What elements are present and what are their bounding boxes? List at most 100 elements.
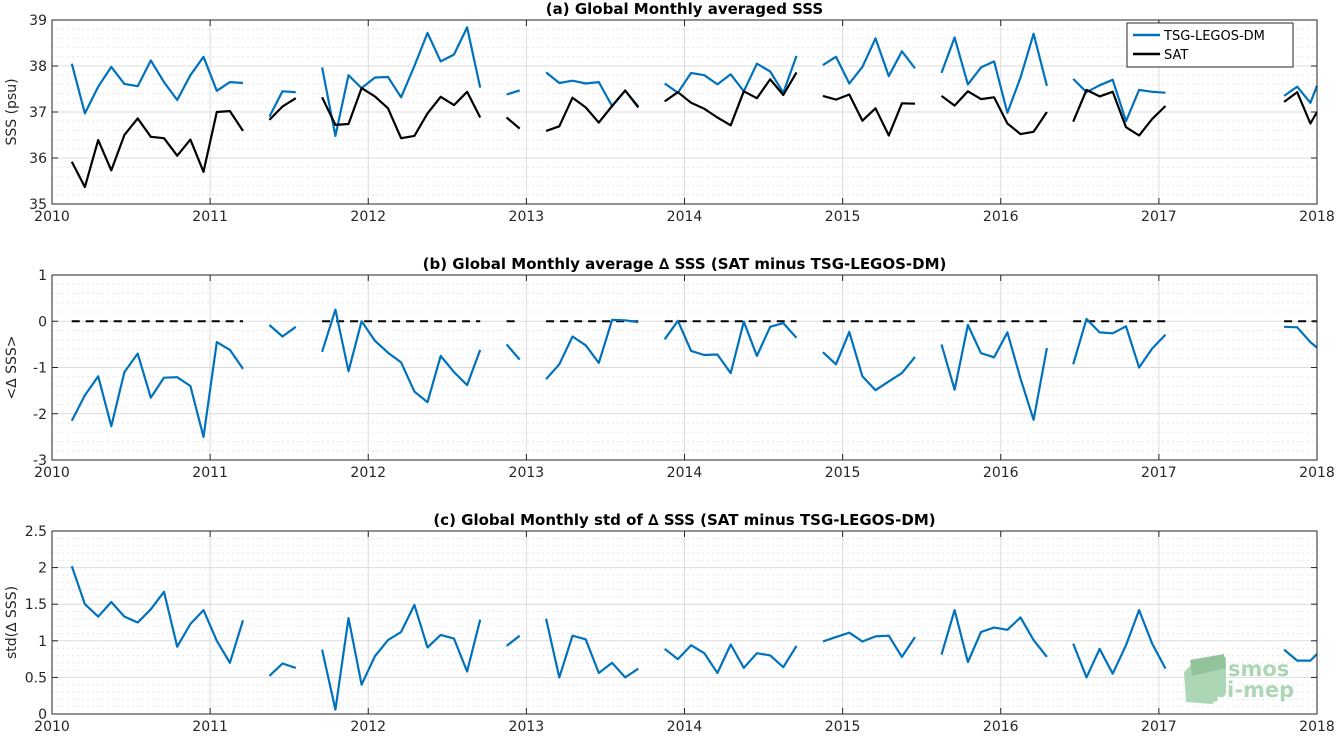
series-0-line-segment-1: [268, 662, 297, 677]
series-0-line-segment-6: [822, 631, 916, 659]
x-tick-label-2010: 2010: [34, 719, 70, 735]
y-tick-label-2: -2: [33, 407, 47, 423]
y-axis-label: SSS (psu): [4, 78, 20, 145]
x-tick-label-2016: 2016: [983, 465, 1019, 481]
series-0-line-segment-3: [505, 634, 521, 647]
y-tick-label-3: -3: [33, 453, 47, 469]
x-tick-label-2013: 2013: [509, 465, 545, 481]
series-0-line-segment-5: [663, 319, 798, 375]
smos-pi-mep-logo: smos pi-mep: [1184, 654, 1294, 704]
series-0-line-segment-3: [505, 343, 521, 361]
legend: TSG-LEGOS-DM SAT: [1126, 22, 1294, 68]
y-tick-label-36: 36: [29, 151, 47, 167]
x-tick-label-2013: 2013: [509, 719, 545, 735]
x-tick-label-2015: 2015: [825, 719, 861, 735]
tsg-legos-dm-line-segment-0: [70, 55, 244, 115]
x-tick-label-2014: 2014: [667, 465, 703, 481]
x-tick-label-2018: 2018: [1299, 719, 1335, 735]
x-tick-label-2011: 2011: [192, 209, 228, 225]
logo-mark-shade: [1190, 654, 1226, 676]
tsg-legos-dm-line-segment-7: [940, 32, 1048, 115]
y-tick-label-1: 1: [38, 634, 47, 650]
chart-title: (b) Global Monthly average ∆ SSS (SAT mi…: [423, 255, 947, 273]
sat-line-segment-1: [268, 97, 297, 121]
series-0-line-segment-6: [822, 330, 916, 392]
sat-line-segment-7: [940, 90, 1048, 136]
x-tick-label-2011: 2011: [192, 719, 228, 735]
x-tick-label-2017: 2017: [1141, 465, 1177, 481]
tsg-legos-dm-line-segment-2: [321, 26, 482, 137]
y-tick-label-2-5: 2.5: [25, 524, 47, 540]
y-tick-label-1-5: 1.5: [25, 597, 47, 613]
tsg-legos-dm-line-segment-8: [1072, 78, 1166, 123]
y-tick-label-0: 0: [38, 707, 47, 723]
x-tick-label-2015: 2015: [825, 209, 861, 225]
series-0-line-segment-7: [940, 608, 1048, 664]
y-axis-label: std(∆ SSS): [4, 586, 20, 659]
x-tick-label-2010: 2010: [34, 465, 70, 481]
x-tick-label-2016: 2016: [983, 719, 1019, 735]
series-0-line-segment-9: [1283, 648, 1318, 662]
y-tick-label-0-5: 0.5: [25, 670, 47, 686]
legend-label-sat: SAT: [1164, 48, 1188, 63]
y-tick-label-2: 2: [38, 561, 47, 577]
series-0-line-segment-8: [1072, 317, 1167, 369]
panel-a: 2010 2011 2012 2013 2014 2015 2016 2017 2018 35 36…: [4, 0, 1335, 225]
tsg-legos-dm-line-segment-9: [1283, 85, 1319, 104]
x-tick-label-2012: 2012: [350, 209, 386, 225]
logo-text-top: smos: [1228, 657, 1289, 681]
series-0-line-segment-0: [70, 565, 245, 664]
x-tick-label-2014: 2014: [667, 209, 703, 225]
sat-line-segment-3: [505, 116, 521, 130]
y-tick-label-0: 0: [38, 314, 47, 330]
x-tick-label-2016: 2016: [983, 209, 1019, 225]
x-tick-label-2018: 2018: [1299, 465, 1335, 481]
sat-line-segment-4: [545, 89, 640, 132]
x-tick-label-2013: 2013: [509, 209, 545, 225]
tsg-legos-dm-line-segment-4: [545, 71, 640, 108]
y-tick-label-39: 39: [29, 13, 47, 29]
x-tick-label-2011: 2011: [192, 465, 228, 481]
x-tick-label-2017: 2017: [1141, 719, 1177, 735]
series-0-line-segment-1: [268, 324, 297, 338]
series-0-line-segment-5: [664, 643, 798, 675]
series-0-line-segment-4: [545, 618, 639, 679]
y-tick-label-38: 38: [29, 59, 47, 75]
sat-line-segment-0: [70, 109, 244, 189]
logo-text-bottom: pi-mep: [1212, 678, 1294, 702]
y-axis-label: <∆ SSS>: [4, 336, 20, 400]
series-0-line-segment-9: [1284, 325, 1318, 349]
x-tick-label-2017: 2017: [1141, 209, 1177, 225]
sat-line-segment-8: [1072, 88, 1167, 137]
y-tick-label-1: -1: [33, 361, 47, 377]
tsg-legos-dm-line-segment-1: [268, 90, 296, 118]
x-tick-label-2010: 2010: [34, 209, 70, 225]
panel-c: 2010 2011 2012 2013 2014 2015 2016 2017 2018 0 0.5…: [4, 511, 1335, 735]
sat-line-segment-6: [822, 93, 916, 137]
legend-label-tsg: TSG-LEGOS-DM: [1163, 29, 1265, 44]
chart-title: (a) Global Monthly averaged SSS: [546, 0, 823, 18]
y-tick-label-35: 35: [29, 197, 47, 213]
series-0-line-segment-2: [321, 603, 482, 711]
x-tick-label-2018: 2018: [1299, 209, 1335, 225]
x-tick-label-2012: 2012: [350, 465, 386, 481]
series-0-line-segment-7: [940, 323, 1048, 421]
legend-box: [1126, 22, 1294, 68]
panel-b: 2010 2011 2012 2013 2014 2015 2016 2017 2018 -3 -2…: [4, 255, 1335, 481]
series-0-line-segment-0: [70, 341, 244, 438]
series-0-line-segment-8: [1072, 608, 1167, 679]
tsg-legos-dm-line-segment-6: [822, 37, 916, 85]
x-tick-label-2015: 2015: [825, 465, 861, 481]
series-0-line-segment-4: [545, 318, 639, 380]
y-tick-label-1: 1: [38, 268, 47, 284]
tsg-legos-dm-line-segment-5: [664, 55, 798, 94]
series-0-line-segment-2: [321, 308, 482, 404]
x-tick-label-2012: 2012: [350, 719, 386, 735]
sat-line-segment-2: [321, 86, 482, 140]
y-tick-label-37: 37: [29, 105, 47, 121]
sat-line-segment-5: [664, 71, 798, 127]
tsg-legos-dm-line-segment-3: [506, 89, 521, 96]
chart-title: (c) Global Monthly std of ∆ SSS (SAT min…: [433, 511, 935, 529]
x-tick-label-2014: 2014: [667, 719, 703, 735]
